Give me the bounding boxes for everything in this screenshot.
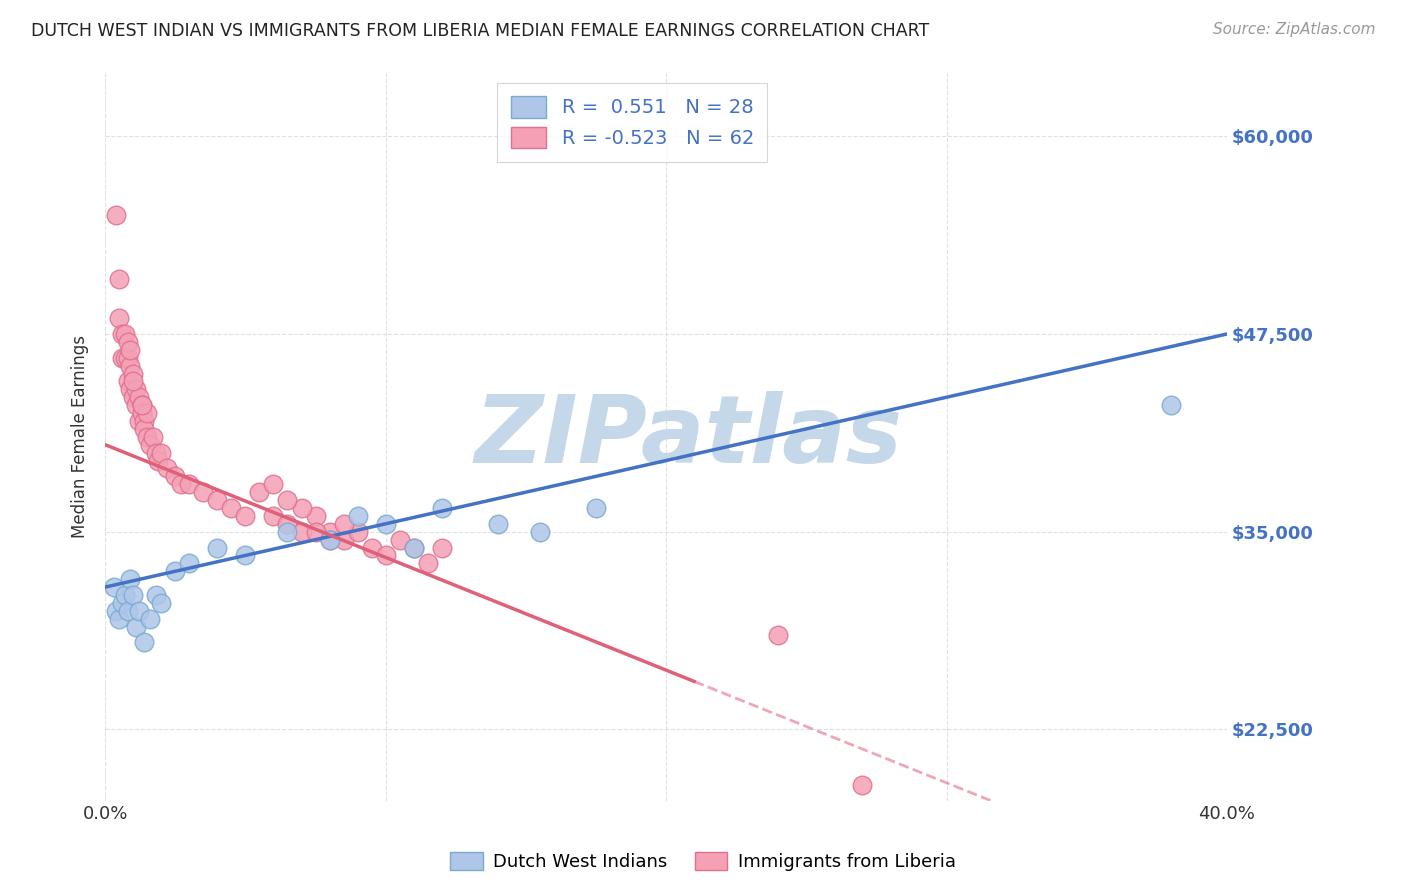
Point [145,445,167,459]
Point [111,351,134,365]
Point [120,359,142,373]
Point [207,541,229,555]
Point [374,516,396,531]
Point [193,485,215,500]
Point [122,588,145,602]
Point [142,430,165,444]
Point [128,414,150,428]
Point [360,541,382,555]
Point [1160,398,1182,412]
Point [249,485,271,500]
Point [150,596,173,610]
Point [108,311,131,326]
Point [318,533,340,547]
Point [221,500,243,515]
Point [148,453,170,467]
Point [131,406,153,420]
Point [276,493,298,508]
Point [122,375,145,389]
Point [276,516,298,531]
Point [486,516,509,531]
Y-axis label: Median Female Earnings: Median Female Earnings [72,335,89,538]
Point [108,612,131,626]
Point [235,508,257,523]
Point [346,524,368,539]
Point [290,500,312,515]
Point [103,580,125,594]
Point [165,469,187,483]
Point [134,635,156,649]
Point [120,572,142,586]
Point [134,422,156,436]
Point [416,557,439,571]
Point [235,549,257,563]
Point [263,508,285,523]
Point [134,414,156,428]
Point [276,524,298,539]
Point [430,500,453,515]
Point [136,406,159,420]
Point [585,500,607,515]
Point [117,604,139,618]
Point [374,549,396,563]
Point [114,326,136,341]
Point [136,430,159,444]
Point [207,493,229,508]
Point [430,541,453,555]
Point [304,508,326,523]
Point [125,619,148,633]
Point [150,445,173,459]
Point [768,627,790,641]
Point [125,382,148,396]
Point [111,596,134,610]
Point [120,382,142,396]
Point [139,438,162,452]
Point [290,524,312,539]
Point [120,343,142,357]
Point [114,588,136,602]
Point [125,398,148,412]
Point [128,390,150,404]
Point [304,524,326,539]
Point [122,390,145,404]
Point [117,351,139,365]
Text: DUTCH WEST INDIAN VS IMMIGRANTS FROM LIBERIA MEDIAN FEMALE EARNINGS CORRELATION : DUTCH WEST INDIAN VS IMMIGRANTS FROM LIB… [31,22,929,40]
Point [332,533,354,547]
Point [529,524,551,539]
Point [179,477,201,491]
Legend: R =  0.551   N = 28, R = -0.523   N = 62: R = 0.551 N = 28, R = -0.523 N = 62 [498,83,768,162]
Point [131,398,153,412]
Point [170,477,193,491]
Point [851,778,873,792]
Point [145,588,167,602]
Point [117,334,139,349]
Point [117,375,139,389]
Point [318,533,340,547]
Text: Source: ZipAtlas.com: Source: ZipAtlas.com [1212,22,1375,37]
Point [263,477,285,491]
Point [388,533,411,547]
Point [156,461,179,475]
Point [318,524,340,539]
Point [179,557,201,571]
Point [139,612,162,626]
Point [346,508,368,523]
Point [128,604,150,618]
Point [122,367,145,381]
Point [105,604,128,618]
Point [111,326,134,341]
Point [165,564,187,578]
Point [332,516,354,531]
Text: ZIPatlas: ZIPatlas [474,391,903,483]
Point [402,541,425,555]
Point [402,541,425,555]
Point [114,351,136,365]
Point [105,208,128,222]
Point [131,398,153,412]
Legend: Dutch West Indians, Immigrants from Liberia: Dutch West Indians, Immigrants from Libe… [443,845,963,879]
Point [108,271,131,285]
